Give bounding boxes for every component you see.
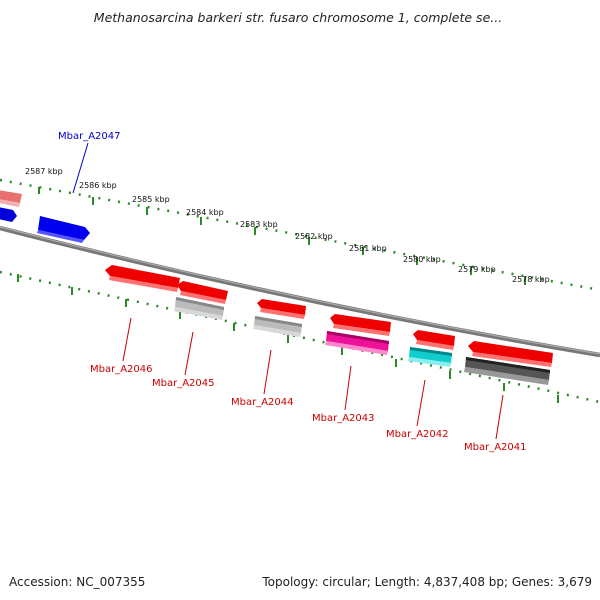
- major-ticks: [17, 187, 559, 403]
- genome-summary-text: Topology: circular; Length: 4,837,408 bp…: [262, 575, 592, 589]
- tick-label: 2583 kbp: [240, 220, 278, 229]
- cds-mbar-a2043[interactable]: [325, 331, 389, 355]
- reverse-dotted-track: [0, 270, 600, 404]
- gene-label-mbar-a2041[interactable]: Mbar_A2041: [464, 442, 527, 453]
- gene-label-mbar-a2047[interactable]: Mbar_A2047: [58, 131, 121, 142]
- gene-mbar-a2045[interactable]: [177, 281, 228, 304]
- cds-mbar-a2041[interactable]: [464, 357, 550, 385]
- gene-mbar-a2043[interactable]: [330, 314, 391, 336]
- gene-mbar-a2046[interactable]: [105, 265, 180, 292]
- gene-mbar-a2042[interactable]: [413, 330, 455, 350]
- label-connector: [263, 349, 272, 395]
- gene-label-mbar-a2043[interactable]: Mbar_A2043: [312, 413, 375, 424]
- tick-label: 2580 kbp: [403, 255, 441, 264]
- accession-text: Accession: NC_007355: [9, 575, 146, 589]
- tick-label: 2584 kbp: [186, 208, 224, 217]
- label-connector: [184, 331, 194, 376]
- gene-label-mbar-a2045[interactable]: Mbar_A2045: [152, 378, 215, 389]
- gene-mbar-a2047[interactable]: [37, 216, 90, 243]
- tick-label: 2585 kbp: [132, 195, 170, 204]
- gene-partial-left[interactable]: [0, 190, 22, 207]
- map-title: Methanosarcina barkeri str. fusaro chrom…: [94, 10, 502, 25]
- gene-label-mbar-a2046[interactable]: Mbar_A2046: [90, 364, 153, 375]
- label-connector: [122, 317, 132, 362]
- forward-dotted-track: [0, 178, 600, 292]
- cds-mbar-a2044[interactable]: [253, 316, 302, 337]
- cds-mbar-a2042[interactable]: [408, 347, 452, 367]
- gene-label-mbar-a2042[interactable]: Mbar_A2042: [386, 429, 449, 440]
- gene-mbar-a2044[interactable]: [257, 299, 306, 319]
- tick-label: 2579 kbp: [458, 265, 496, 274]
- label-connector: [416, 379, 426, 427]
- tick-label: 2581 kbp: [349, 244, 387, 253]
- label-connector: [72, 142, 89, 194]
- gene-partial-blue-left[interactable]: [0, 207, 17, 222]
- tick-label: 2582 kbp: [295, 232, 333, 241]
- label-connector: [495, 394, 504, 440]
- tick-label: 2586 kbp: [79, 181, 117, 190]
- gene-mbar-a2041[interactable]: [468, 341, 553, 367]
- tick-label: 2587 kbp: [25, 167, 63, 176]
- label-connector: [344, 365, 352, 411]
- cds-mbar-a2045[interactable]: [174, 297, 224, 320]
- gene-label-mbar-a2044[interactable]: Mbar_A2044: [231, 397, 294, 408]
- tick-label: 2578 kbp: [512, 275, 550, 284]
- chromosome-backbone: [0, 225, 600, 358]
